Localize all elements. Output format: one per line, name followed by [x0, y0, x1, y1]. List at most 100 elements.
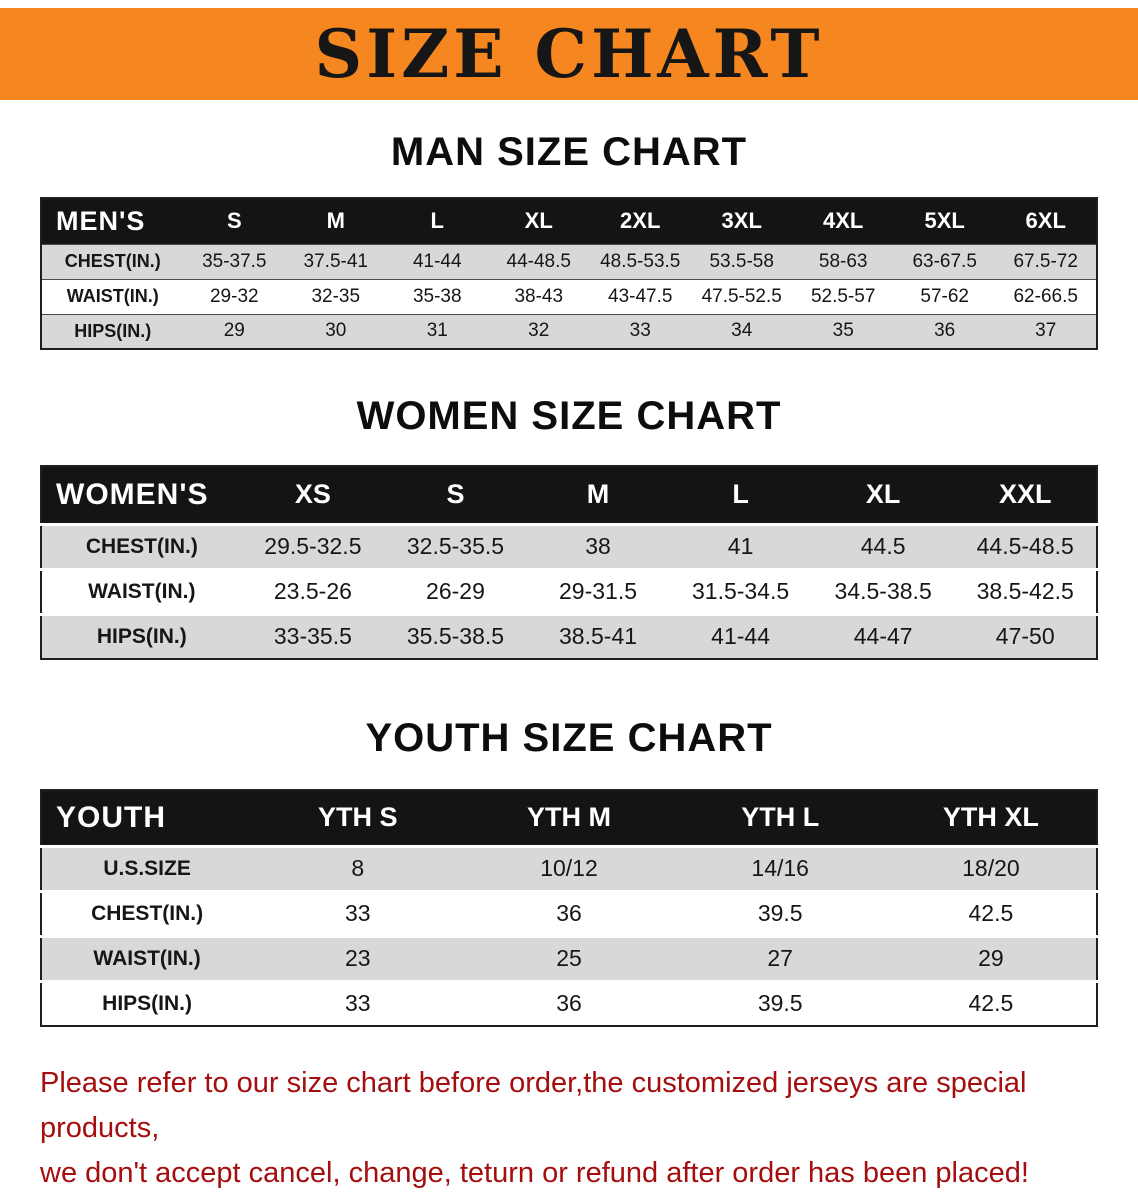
cell-value: 44.5-48.5	[976, 533, 1074, 559]
cell-value: 25	[556, 945, 582, 971]
men-corner-label: MEN'S	[41, 198, 184, 244]
cell-value: 44.5	[860, 533, 906, 559]
table-row: WAIST(IN.) 23 25 27 29	[41, 936, 1097, 981]
cell-value: 67.5-72	[1013, 250, 1078, 272]
cell-value: 34	[731, 320, 753, 342]
women-corner-label: WOMEN'S	[41, 466, 242, 524]
column-header: 6XL	[995, 198, 1097, 244]
cell-value: 31	[426, 320, 448, 342]
cell-value: 47.5-52.5	[701, 285, 782, 307]
cell-value: 31.5-34.5	[691, 578, 790, 604]
column-header: YTH S	[252, 790, 464, 846]
cell-value: 10/12	[540, 855, 598, 881]
cell-value: 32-35	[311, 285, 361, 307]
column-header: YTH XL	[885, 790, 1097, 846]
cell-value: 62-66.5	[1013, 285, 1078, 307]
table-row: WAIST(IN.) 29-32 32-35 35-38 38-43 43-47.5 47.…	[41, 279, 1097, 314]
cell-value: 36	[556, 900, 582, 926]
row-label: WAIST(IN.)	[93, 946, 201, 970]
column-header: 5XL	[893, 198, 996, 244]
cell-value: 41	[727, 533, 754, 559]
column-header: 4XL	[792, 198, 894, 244]
cell-value: 53.5-58	[709, 250, 774, 272]
column-header: XL	[488, 198, 590, 244]
cell-value: 44-48.5	[506, 250, 571, 272]
disclaimer-line-2: we don't accept cancel, change, teturn o…	[40, 1156, 1029, 1189]
cell-value: 18/20	[962, 855, 1020, 881]
women-size-table: WOMEN'S XS S M L XL XXL CHEST(IN.) 29.5-32.5 32.5…	[40, 465, 1098, 660]
header-row: WOMEN'S XS S M L XL XXL	[41, 466, 1097, 524]
cell-value: 14/16	[751, 855, 809, 881]
cell-value: 29.5-32.5	[264, 533, 362, 559]
youth-corner-label: YOUTH	[41, 790, 253, 846]
cell-value: 8	[351, 855, 365, 881]
men-size-table: MEN'S S M L XL 2XL 3XL 4XL 5XL 6XL CHEST(IN.) 35-37…	[40, 197, 1098, 350]
size-chart-banner: SIZE CHART	[0, 8, 1138, 100]
column-header: 3XL	[690, 198, 793, 244]
cell-value: 36	[934, 320, 956, 342]
cell-value: 39.5	[757, 990, 803, 1017]
cell-value: 47-50	[995, 623, 1055, 650]
table-row: CHEST(IN.) 33 36 39.5 42.5	[41, 891, 1097, 936]
cell-value: 37	[1035, 320, 1057, 342]
youth-size-table: YOUTH YTH S YTH M YTH L YTH XL U.S.SIZE 8 10/12…	[40, 789, 1098, 1027]
men-size-table-container: MEN'S S M L XL 2XL 3XL 4XL 5XL 6XL CHEST(IN.) 35-37…	[40, 197, 1098, 350]
cell-value: 32	[528, 320, 550, 342]
cell-value: 35	[832, 320, 854, 342]
column-header: S	[183, 198, 286, 244]
table-row: U.S.SIZE 8 10/12 14/16 18/20	[41, 846, 1097, 891]
cell-value: 38-43	[514, 285, 564, 307]
column-header: M	[285, 198, 387, 244]
cell-value: 63-67.5	[912, 250, 977, 272]
column-header: S	[384, 466, 527, 524]
cell-value: 33	[344, 990, 371, 1017]
cell-value: 38.5-42.5	[976, 578, 1074, 604]
women-size-section: WOMEN SIZE CHART WOMEN'S XS S M L XL XXL CHEST(…	[0, 394, 1138, 660]
cell-value: 43-47.5	[608, 285, 673, 307]
cell-value: 37.5-41	[303, 250, 368, 272]
row-label: CHEST(IN.)	[85, 534, 198, 558]
youth-size-table-container: YOUTH YTH S YTH M YTH L YTH XL U.S.SIZE 8 10/12…	[40, 789, 1098, 1027]
cell-value: 33	[344, 900, 371, 926]
cell-value: 26-29	[426, 578, 485, 604]
table-row: CHEST(IN.) 35-37.5 37.5-41 41-44 44-48.5 48.5…	[41, 244, 1097, 279]
cell-value: 23.5-26	[273, 578, 352, 604]
row-label: HIPS(IN.)	[102, 991, 193, 1015]
men-size-section: MAN SIZE CHART MEN'S S M L XL 2XL 3XL 4XL 5XL 6XL…	[0, 130, 1138, 350]
cell-value: 36	[556, 990, 582, 1017]
cell-value: 38.5-41	[559, 623, 638, 650]
column-header: 2XL	[589, 198, 691, 244]
cell-value: 29	[223, 320, 245, 342]
cell-value: 41-44	[412, 250, 462, 272]
cell-value: 32.5-35.5	[406, 533, 505, 559]
row-label: WAIST(IN.)	[88, 579, 196, 603]
disclaimer-text: Please refer to our size chart before or…	[40, 1061, 1098, 1196]
row-label: WAIST(IN.)	[66, 286, 159, 306]
cell-value: 44-47	[853, 623, 913, 650]
cell-value: 39.5	[757, 900, 803, 926]
table-row: HIPS(IN.) 33 36 39.5 42.5	[41, 981, 1097, 1026]
column-header: YTH L	[674, 790, 886, 846]
table-row: HIPS(IN.) 29 30 31 32 33 34 35 36 37	[41, 314, 1097, 349]
cell-value: 35-37.5	[202, 250, 267, 272]
row-label: U.S.SIZE	[103, 856, 191, 880]
cell-value: 42.5	[968, 900, 1014, 926]
header-row: YOUTH YTH S YTH M YTH L YTH XL	[41, 790, 1097, 846]
cell-value: 41-44	[711, 623, 770, 650]
cell-value: 35.5-38.5	[406, 623, 505, 650]
column-header: XL	[811, 466, 955, 524]
cell-value: 29-31.5	[559, 578, 638, 604]
page-title: SIZE CHART	[314, 15, 824, 93]
cell-value: 33-35.5	[273, 623, 352, 650]
table-row: WAIST(IN.) 23.5-26 26-29 29-31.5 31.5-34.5 34…	[41, 569, 1097, 614]
cell-value: 38	[585, 533, 611, 559]
column-header: XXL	[954, 466, 1097, 524]
cell-value: 34.5-38.5	[834, 578, 932, 604]
disclaimer-line-1: Please refer to our size chart before or…	[40, 1067, 1027, 1144]
column-header: M	[526, 466, 670, 524]
column-header: YTH M	[463, 790, 675, 846]
women-size-table-container: WOMEN'S XS S M L XL XXL CHEST(IN.) 29.5-32.5 32.5…	[40, 465, 1098, 660]
cell-value: 29	[978, 945, 1004, 971]
row-label: HIPS(IN.)	[74, 320, 152, 341]
cell-value: 52.5-57	[810, 285, 876, 307]
